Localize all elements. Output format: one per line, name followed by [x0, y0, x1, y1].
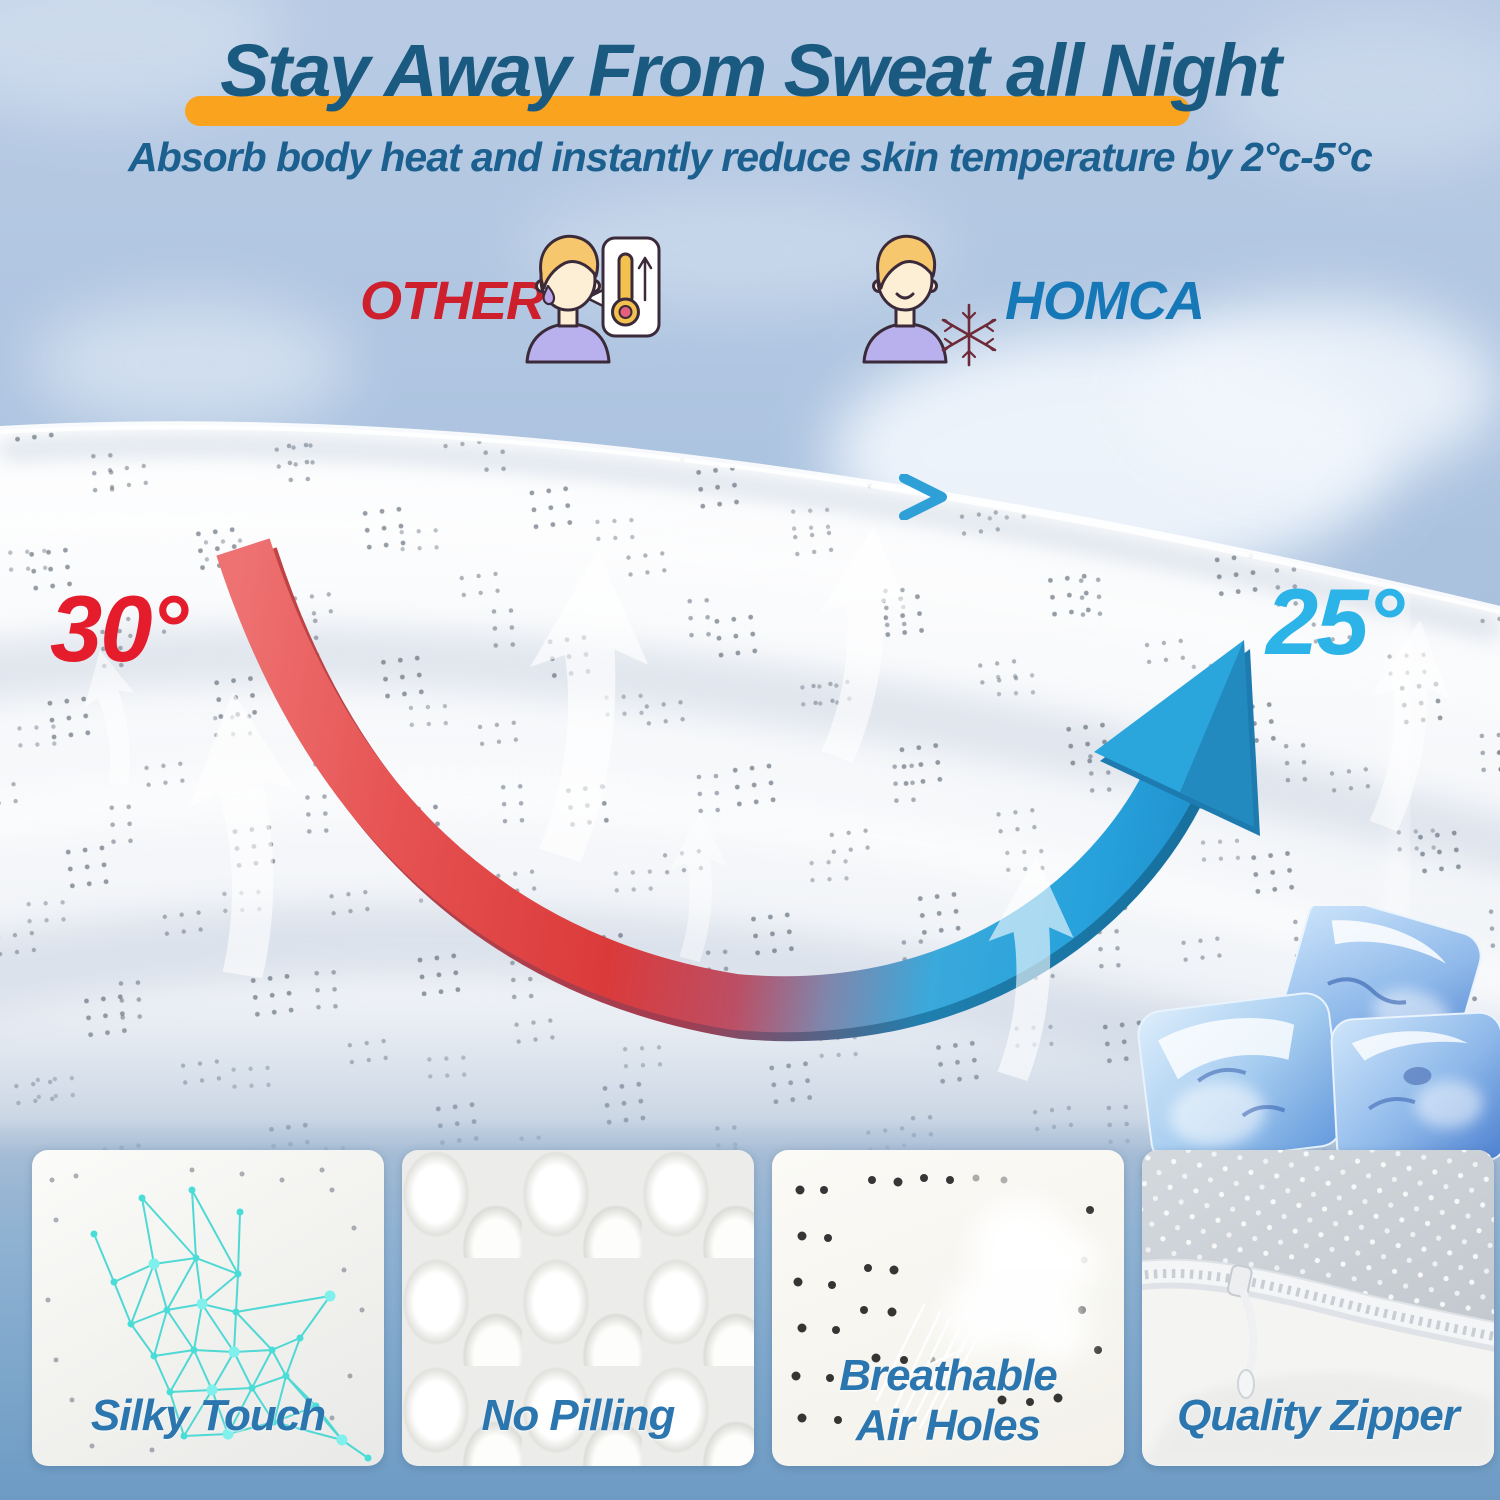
zipper-icon [1142, 1150, 1494, 1466]
heat-to-cool-ribbon-arrow [216, 538, 1260, 1042]
sweating-person-icon [525, 234, 661, 364]
other-brand-label: OTHER [360, 271, 545, 331]
feature-no-pilling: No Pilling [402, 1150, 754, 1466]
feature-quality-zipper: Quality Zipper [1142, 1150, 1494, 1466]
cloud [1220, 20, 1500, 170]
air-holes-icon [791, 1174, 1102, 1434]
feature-label-line2: Air Holes [855, 1400, 1041, 1450]
cold-temperature-label: 25° [1266, 569, 1404, 674]
feature-label: Quality Zipper [1177, 1390, 1460, 1440]
cool-person-icon [862, 234, 997, 367]
ice-cubes-image [1137, 906, 1500, 1166]
page-subtitle: Absorb body heat and instantly reduce sk… [128, 134, 1373, 180]
transition-arrow-icon [662, 474, 947, 520]
feature-label: No Pilling [481, 1390, 676, 1440]
hand-mesh-icon [45, 1167, 372, 1462]
feature-label: Breathable [839, 1351, 1057, 1401]
cloud [1140, 300, 1500, 480]
header: Stay Away From Sweat all Night Absorb bo… [0, 0, 1500, 181]
feature-label: Silky Touch [90, 1390, 326, 1440]
feature-silky-touch: Silky Touch [32, 1150, 384, 1466]
homca-brand-label: HOMCA [1005, 271, 1205, 331]
hot-temperature-label: 30° [50, 576, 188, 681]
comparison-row: OTHER [0, 224, 1500, 520]
feature-breathable-air-holes: Breathable Air Holes [772, 1150, 1124, 1466]
snowflake-icon [941, 303, 997, 367]
title-highlight-bar [185, 96, 1190, 126]
no-pilling-image [402, 1150, 754, 1466]
cloud [30, 300, 350, 430]
page-title: Stay Away From Sweat all Night [220, 29, 1282, 112]
feature-strip: Silky Touch No Pilling [0, 1150, 1500, 1468]
silky-touch-image [32, 1150, 384, 1466]
